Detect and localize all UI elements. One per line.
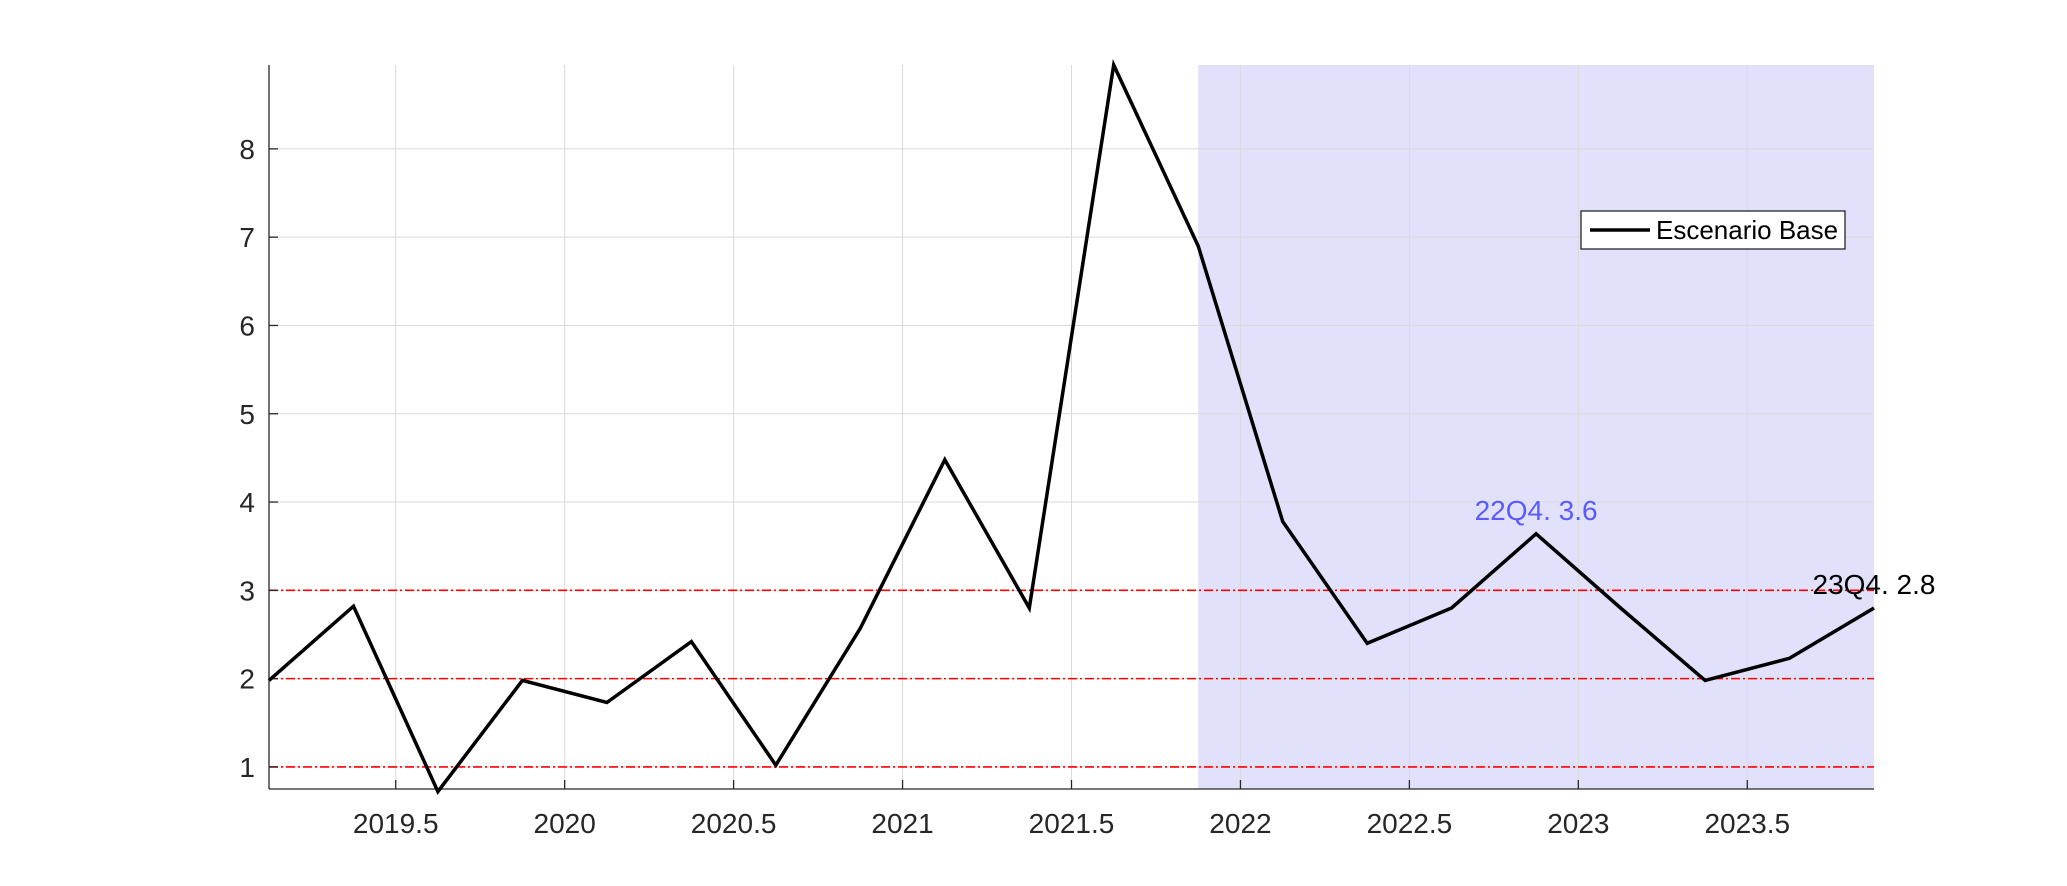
annotation-22q4: 22Q4. 3.6: [1475, 495, 1598, 526]
y-tick-label: 7: [239, 222, 255, 253]
y-tick-label: 5: [239, 399, 255, 430]
x-tick-label: 2023: [1547, 808, 1609, 839]
y-tick-label: 1: [239, 752, 255, 783]
y-tick-label: 3: [239, 575, 255, 606]
reference-lines-layer: [269, 589, 1874, 768]
y-tick-label: 4: [239, 487, 255, 518]
x-tick-label: 2021.5: [1029, 808, 1115, 839]
x-tick-label: 2020: [534, 808, 596, 839]
forecast-shade-layer: [1198, 65, 1874, 789]
series-layer: [267, 59, 1875, 795]
x-tick-label: 2020.5: [691, 808, 777, 839]
legend: Escenario Base: [1580, 210, 1846, 250]
x-tick-label: 2022.5: [1367, 808, 1453, 839]
x-tick-label: 2022: [1209, 808, 1271, 839]
annotation-23q4: 23Q4. 2.8: [1813, 569, 1936, 600]
legend-label-escenario-base: Escenario Base: [1656, 215, 1838, 245]
y-tick-label: 6: [239, 310, 255, 341]
x-tick-labels: 2019.5 2020 2020.5 2021 2021.5 2022 2022.5 2023…: [353, 808, 1790, 839]
x-tick-label: 2019.5: [353, 808, 439, 839]
x-tick-label: 2023.5: [1704, 808, 1790, 839]
y-tick-label: 2: [239, 664, 255, 695]
forecast-shade: [1198, 65, 1874, 789]
y-tick-labels: 1 2 3 4 5 6 7 8: [239, 134, 255, 783]
axes-layer: [268, 65, 1874, 790]
y-tick-label: 8: [239, 134, 255, 165]
annotations-layer: 22Q4. 3.6 23Q4. 2.8: [1475, 495, 1936, 600]
series-line-escenario-base: [267, 59, 1875, 795]
x-tick-label: 2021: [871, 808, 933, 839]
